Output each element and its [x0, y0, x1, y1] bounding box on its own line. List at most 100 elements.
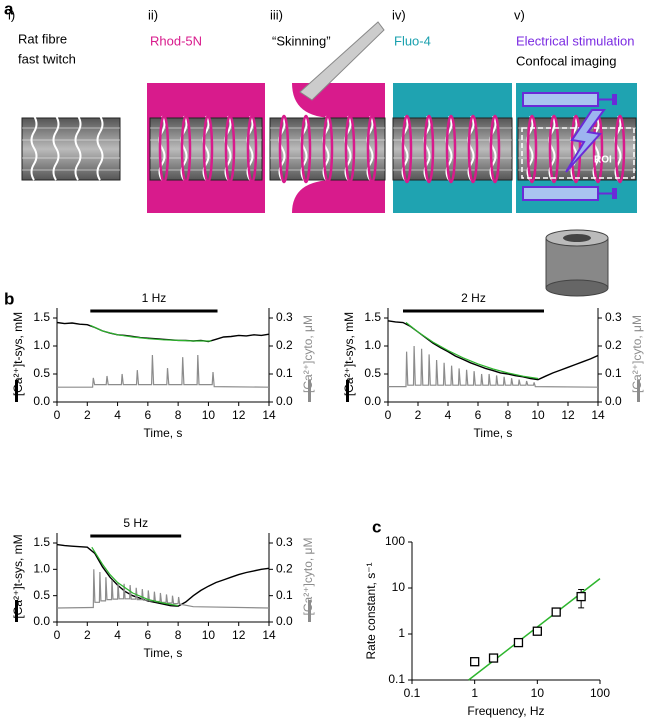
- data-point: [532, 626, 542, 636]
- step-numeral: ii): [148, 7, 158, 22]
- t-tubule: [614, 114, 626, 184]
- electrode-tip: [612, 94, 617, 105]
- t-tubule: [246, 114, 258, 184]
- trace: [57, 354, 270, 388]
- t-tubule: [224, 114, 236, 184]
- x-axis-label: Time, s: [144, 426, 183, 440]
- trace: [388, 345, 599, 388]
- step-text: Electrical stimulation: [516, 33, 635, 48]
- y-tick-label: 1.5: [33, 310, 50, 324]
- step-text: fast twitch: [18, 51, 76, 66]
- electrode: [522, 92, 599, 107]
- x-tick-label: 2: [84, 628, 91, 642]
- trace: [56, 321, 270, 343]
- x-tick-label: 12: [232, 628, 246, 642]
- pipette: [299, 21, 385, 101]
- y2-tick-label: 0.1: [276, 588, 293, 602]
- y2-tick-label: 0.1: [605, 366, 622, 380]
- stimulus-label: 5 Hz: [123, 516, 148, 530]
- electrode: [522, 186, 599, 201]
- step-text: Rhod-5N: [150, 33, 202, 48]
- y2-tick-label: 0.2: [276, 338, 293, 352]
- y-axis-label: Rate constant, s⁻¹: [364, 562, 378, 659]
- step-numeral: i): [8, 7, 15, 22]
- data-point: [576, 591, 586, 602]
- step-numeral: iii): [270, 7, 283, 22]
- y-axis-label: [Ca²⁺]t-sys, mM: [11, 534, 25, 618]
- trace: [91, 546, 179, 607]
- y-tick-label: 1.0: [33, 338, 50, 352]
- x-axis-label: Frequency, Hz: [467, 704, 544, 718]
- step-numeral: v): [514, 7, 525, 22]
- y2-tick-label: 0.3: [605, 310, 622, 324]
- step-text: Confocal imaging: [516, 53, 616, 68]
- step-text: Rat fibre: [18, 31, 67, 46]
- y2-axis-label: [Ca²⁺]cyto, μM: [301, 315, 315, 393]
- y2-tick-label: 0.0: [605, 394, 622, 408]
- y-tick-label: 0.1: [388, 672, 405, 686]
- roi-label: ROI: [594, 155, 612, 166]
- x-tick-label: 10: [531, 686, 545, 700]
- y2-tick-label: 0.0: [276, 614, 293, 628]
- trace: [56, 543, 270, 607]
- objective-lens: [563, 234, 591, 242]
- trace: [405, 322, 539, 380]
- objective-bottom: [545, 279, 609, 297]
- y2-tick-label: 0.2: [605, 338, 622, 352]
- t-tubule: [423, 114, 435, 184]
- x-tick-label: 12: [232, 408, 246, 422]
- lightning: [565, 109, 606, 173]
- y-tick-label: 1: [398, 626, 405, 640]
- t-tubule: [158, 114, 170, 184]
- x-axis-label: Time, s: [144, 646, 183, 660]
- y2-tick-label: 0.1: [276, 366, 293, 380]
- data-point: [488, 653, 499, 663]
- y-tick-label: 0.5: [364, 366, 381, 380]
- panel-label: c: [372, 517, 381, 536]
- t-tubule: [526, 114, 538, 184]
- stimulus-label: 1 Hz: [142, 291, 167, 305]
- x-tick-label: 6: [145, 628, 152, 642]
- z-line: [52, 115, 60, 181]
- y-tick-label: 1.0: [364, 338, 381, 352]
- y-tick-label: 0.0: [33, 614, 50, 628]
- x-tick-label: 8: [175, 408, 182, 422]
- y2-axis-label: [Ca²⁺]cyto, μM: [630, 315, 644, 393]
- x-tick-label: 14: [262, 628, 276, 642]
- t-tubule: [401, 114, 413, 184]
- t-tubule: [548, 114, 560, 184]
- trace: [387, 320, 599, 381]
- z-line: [74, 115, 82, 181]
- x-tick-label: 100: [590, 686, 610, 700]
- step-text: “Skinning”: [272, 33, 331, 48]
- x-tick-label: 12: [561, 408, 575, 422]
- scale-bar: [15, 600, 18, 622]
- y-tick-label: 1.0: [33, 562, 50, 576]
- y-tick-label: 100: [385, 534, 405, 548]
- y-axis-label: [Ca²⁺]t-sys, mM: [342, 312, 356, 396]
- data-point: [513, 637, 524, 648]
- y-tick-label: 10: [392, 580, 406, 594]
- t-tubule: [202, 114, 214, 184]
- y-tick-label: 0.5: [33, 366, 50, 380]
- x-tick-label: 10: [531, 408, 545, 422]
- x-tick-label: 8: [175, 628, 182, 642]
- y2-tick-label: 0.0: [276, 394, 293, 408]
- x-tick-label: 4: [114, 408, 121, 422]
- scale-bar: [637, 380, 640, 402]
- step-text: Fluo-4: [394, 33, 431, 48]
- scale-bar: [15, 380, 18, 402]
- y2-axis-label: [Ca²⁺]cyto, μM: [301, 538, 315, 616]
- x-axis-label: Time, s: [474, 426, 513, 440]
- x-tick-label: 0: [54, 628, 61, 642]
- x-tick-label: 2: [84, 408, 91, 422]
- t-tubule: [445, 114, 457, 184]
- x-tick-label: 0.1: [404, 686, 421, 700]
- x-tick-label: 4: [114, 628, 121, 642]
- x-tick-label: 14: [262, 408, 276, 422]
- x-tick-label: 6: [145, 408, 152, 422]
- electrode-tip: [612, 188, 617, 199]
- trace: [56, 569, 270, 609]
- panel-label: b: [4, 289, 14, 308]
- x-tick-label: 0: [385, 408, 392, 422]
